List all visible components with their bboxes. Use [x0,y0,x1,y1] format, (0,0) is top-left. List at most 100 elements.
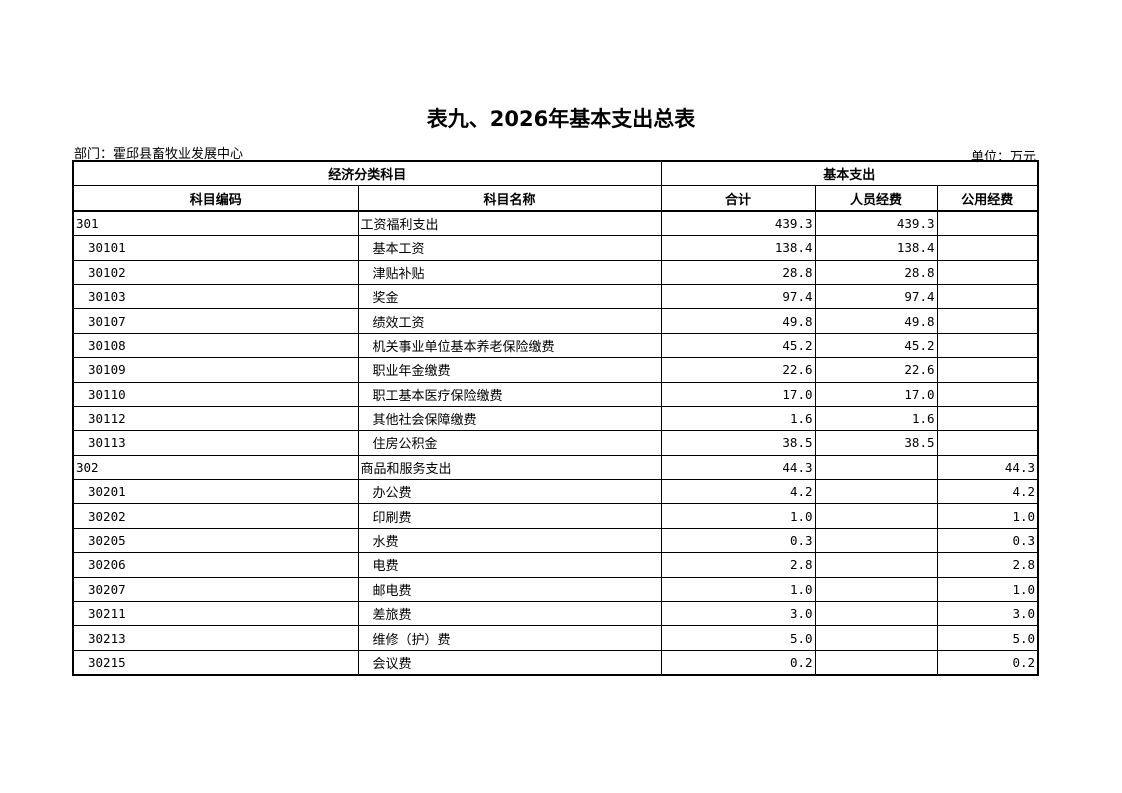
personnel-cell: 22.6 [814,357,938,383]
name-cell: 住房公积金 [357,430,662,456]
code-cell: 30101 [72,235,359,261]
department-label: 部门：霍邱县畜牧业发展中心 [74,147,244,162]
name-cell: 办公费 [357,479,662,505]
table-row: 301 工资福利支出 439.3 439.3 [72,210,1039,237]
total-cell: 0.3 [660,527,816,554]
name-cell: 差旅费 [357,601,662,627]
total-cell: 44.3 [660,454,816,481]
code-cell: 302 [72,454,359,481]
table-row: 30112 其他社会保障缴费 1.6 1.6 [72,405,1039,432]
total-cell: 3.0 [660,601,816,627]
public-cell [936,405,1039,432]
total-cell: 38.5 [660,430,816,456]
name-cell: 商品和服务支出 [357,454,662,481]
personnel-cell: 138.4 [814,235,938,261]
table-row: 30107 绩效工资 49.8 49.8 [72,308,1039,334]
header-total: 合计 [660,185,816,212]
personnel-cell: 17.0 [814,381,938,407]
personnel-cell [814,649,938,676]
personnel-cell: 439.3 [814,210,938,237]
name-cell: 津贴补贴 [357,259,662,285]
header-public: 公用经费 [936,185,1039,212]
public-cell [936,308,1039,334]
name-cell: 工资福利支出 [357,210,662,237]
header-economic-classification: 经济分类科目 [72,160,662,187]
public-cell: 1.0 [936,503,1039,529]
total-cell: 138.4 [660,235,816,261]
table-row: 30213 维修（护）费 5.0 5.0 [72,625,1039,651]
table-row: 30113 住房公积金 38.5 38.5 [72,430,1039,456]
public-cell: 0.3 [936,527,1039,554]
code-cell: 30110 [72,381,359,407]
code-cell: 30201 [72,479,359,505]
personnel-cell: 97.4 [814,283,938,310]
table-row: 30108 机关事业单位基本养老保险缴费 45.2 45.2 [72,332,1039,359]
public-cell [936,259,1039,285]
table-row: 30101 基本工资 138.4 138.4 [72,235,1039,261]
header-personnel: 人员经费 [814,185,938,212]
total-cell: 1.0 [660,503,816,529]
name-cell: 电费 [357,552,662,578]
table-row: 30110 职工基本医疗保险缴费 17.0 17.0 [72,381,1039,407]
name-cell: 维修（护）费 [357,625,662,651]
name-cell: 其他社会保障缴费 [357,405,662,432]
public-cell: 44.3 [936,454,1039,481]
public-cell: 5.0 [936,625,1039,651]
page-title: 表九、2026年基本支出总表 [426,107,696,131]
personnel-cell [814,601,938,627]
public-cell [936,235,1039,261]
table-row: 30207 邮电费 1.0 1.0 [72,576,1039,603]
total-cell: 45.2 [660,332,816,359]
total-cell: 2.8 [660,552,816,578]
code-cell: 30206 [72,552,359,578]
table-row: 30202 印刷费 1.0 1.0 [72,503,1039,529]
personnel-cell [814,625,938,651]
public-cell: 2.8 [936,552,1039,578]
code-cell: 30109 [72,357,359,383]
table-row: 302 商品和服务支出 44.3 44.3 [72,454,1039,481]
personnel-cell [814,479,938,505]
personnel-cell: 49.8 [814,308,938,334]
header-basic-expenditure: 基本支出 [660,160,1039,187]
code-cell: 30107 [72,308,359,334]
table-row: 30102 津贴补贴 28.8 28.8 [72,259,1039,285]
personnel-cell [814,503,938,529]
public-cell [936,357,1039,383]
total-cell: 1.0 [660,576,816,603]
personnel-cell: 28.8 [814,259,938,285]
code-cell: 30213 [72,625,359,651]
personnel-cell: 1.6 [814,405,938,432]
code-cell: 30202 [72,503,359,529]
personnel-cell [814,552,938,578]
total-cell: 28.8 [660,259,816,285]
basic-expenditure-table: 经济分类科目 基本支出 科目编码 科目名称 合计 人员经费 公用经费 301 工资… [72,160,1040,677]
table-row: 30109 职业年金缴费 22.6 22.6 [72,357,1039,383]
code-cell: 30207 [72,576,359,603]
total-cell: 49.8 [660,308,816,334]
public-cell [936,332,1039,359]
public-cell: 3.0 [936,601,1039,627]
personnel-cell: 45.2 [814,332,938,359]
code-cell: 30215 [72,649,359,676]
public-cell [936,430,1039,456]
personnel-cell [814,454,938,481]
code-cell: 301 [72,210,359,237]
name-cell: 机关事业单位基本养老保险缴费 [357,332,662,359]
code-cell: 30108 [72,332,359,359]
code-cell: 30113 [72,430,359,456]
total-cell: 439.3 [660,210,816,237]
name-cell: 邮电费 [357,576,662,603]
table-row: 30201 办公费 4.2 4.2 [72,479,1039,505]
name-cell: 绩效工资 [357,308,662,334]
name-cell: 水费 [357,527,662,554]
header-name: 科目名称 [357,185,662,212]
table-row: 30205 水费 0.3 0.3 [72,527,1039,554]
code-cell: 30112 [72,405,359,432]
table-body: 301 工资福利支出 439.3 439.3 30101 基本工资 138.4 138.4 30… [72,210,1039,676]
name-cell: 职业年金缴费 [357,357,662,383]
public-cell: 1.0 [936,576,1039,603]
total-cell: 97.4 [660,283,816,310]
total-cell: 4.2 [660,479,816,505]
total-cell: 22.6 [660,357,816,383]
public-cell: 4.2 [936,479,1039,505]
